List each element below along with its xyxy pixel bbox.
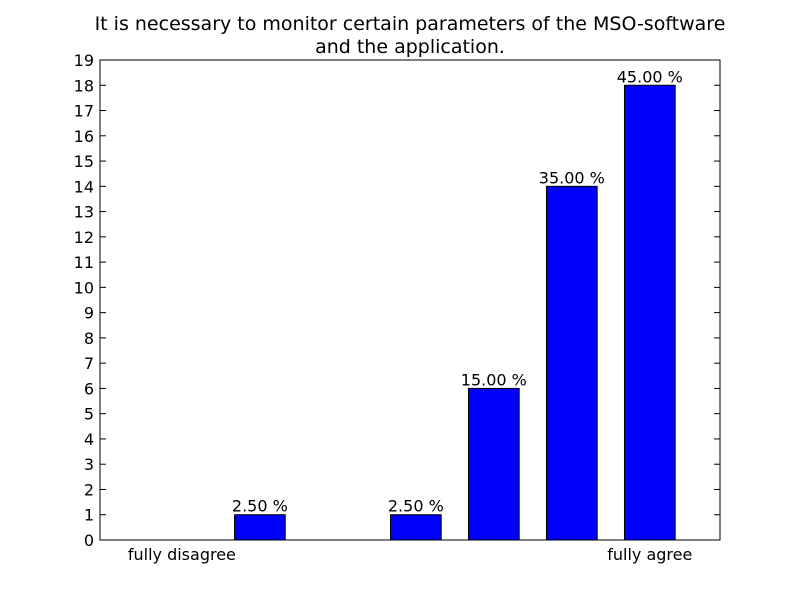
chart-title-line-2: and the application. bbox=[315, 36, 505, 58]
y-tick-label-11: 11 bbox=[74, 253, 94, 272]
y-tick-label-4: 4 bbox=[84, 430, 94, 449]
y-tick-label-1: 1 bbox=[84, 506, 94, 525]
y-tick-label-16: 16 bbox=[74, 127, 94, 146]
plot-frame bbox=[99, 59, 721, 541]
y-tick-label-19: 19 bbox=[74, 51, 94, 70]
x-axis: fully disagree fully agree bbox=[128, 545, 692, 564]
bar-5 bbox=[467, 387, 520, 541]
x-tick-label-1: fully disagree bbox=[128, 545, 236, 564]
y-tick-label-8: 8 bbox=[84, 329, 94, 348]
bar-7 bbox=[623, 84, 676, 541]
data-label-4: 2.50 % bbox=[388, 497, 444, 516]
data-label-5: 15.00 % bbox=[461, 370, 527, 389]
y-tick-label-7: 7 bbox=[84, 354, 94, 373]
y-tick-label-14: 14 bbox=[74, 177, 94, 196]
y-tick-label-9: 9 bbox=[84, 304, 94, 323]
data-label-7: 45.00 % bbox=[617, 67, 683, 86]
y-tick-label-15: 15 bbox=[74, 152, 94, 171]
bar-series bbox=[234, 84, 676, 541]
y-tick-label-0: 0 bbox=[84, 531, 94, 550]
y-tick-label-6: 6 bbox=[84, 379, 94, 398]
x-tick-label-7: fully agree bbox=[607, 545, 692, 564]
y-tick-label-13: 13 bbox=[74, 203, 94, 222]
bar-2 bbox=[234, 514, 286, 541]
y-tick-label-12: 12 bbox=[74, 228, 94, 247]
chart-title-line-1: It is necessary to monitor certain param… bbox=[95, 13, 726, 35]
y-tick-label-18: 18 bbox=[74, 76, 94, 95]
data-label-2: 2.50 % bbox=[232, 497, 288, 516]
y-tick-label-5: 5 bbox=[84, 405, 94, 424]
y-tick-label-2: 2 bbox=[84, 480, 94, 499]
y-tick-label-17: 17 bbox=[74, 102, 94, 121]
y-tick-label-3: 3 bbox=[84, 455, 94, 474]
data-labels: 2.50 % 2.50 % 15.00 % 35.00 % 45.00 % bbox=[232, 67, 683, 515]
data-label-6: 35.00 % bbox=[539, 168, 605, 187]
y-tick-label-10: 10 bbox=[74, 278, 94, 297]
bar-4 bbox=[390, 514, 442, 541]
bar-6 bbox=[545, 185, 598, 541]
